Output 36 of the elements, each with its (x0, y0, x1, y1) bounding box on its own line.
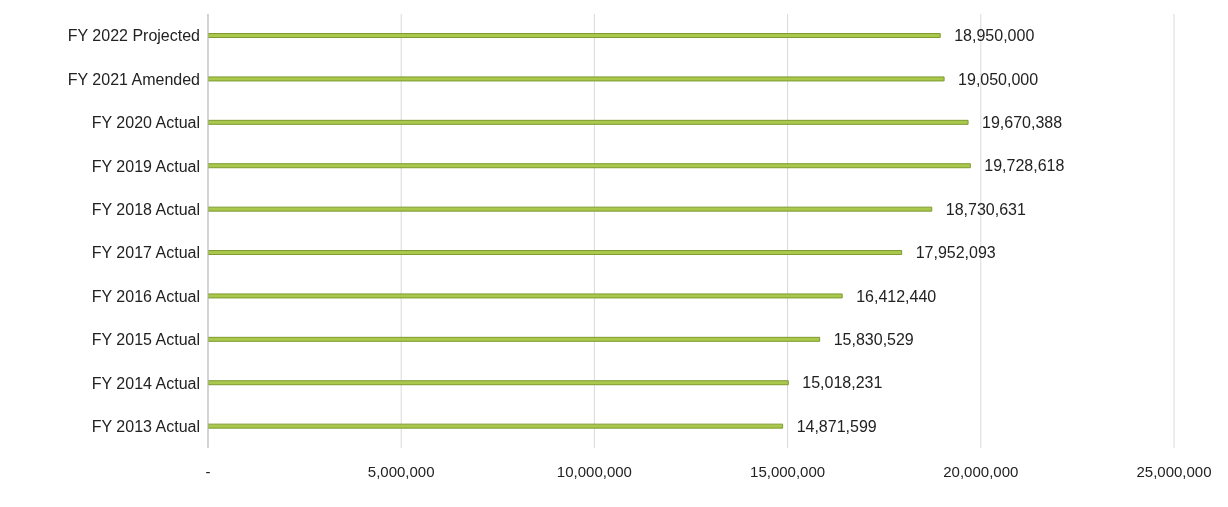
x-tick-label: - (205, 462, 211, 480)
data-label: 18,950,000 (954, 27, 1035, 45)
y-tick-label: FY 2021 Amended (67, 70, 200, 88)
data-label: 14,871,599 (796, 417, 877, 435)
y-tick-label: FY 2016 Actual (91, 287, 200, 305)
data-label: 18,730,631 (945, 200, 1026, 218)
bar (208, 76, 945, 82)
bar (208, 293, 843, 299)
bar (208, 163, 971, 169)
data-label: 16,412,440 (856, 287, 937, 305)
y-tick-label: FY 2013 Actual (91, 417, 200, 435)
data-label: 19,670,388 (982, 114, 1063, 132)
data-label: 19,050,000 (958, 70, 1039, 88)
y-tick-label: FY 2020 Actual (91, 114, 200, 132)
bar (208, 119, 969, 125)
bar (208, 423, 784, 429)
y-tick-label: FY 2017 Actual (91, 244, 200, 262)
y-tick-label: FY 2022 Projected (67, 27, 200, 45)
data-label: 15,830,529 (833, 331, 914, 349)
bar (208, 33, 941, 39)
bar (208, 250, 903, 256)
data-label: 15,018,231 (802, 374, 883, 392)
bar (208, 380, 789, 386)
data-label: 19,728,618 (984, 157, 1065, 175)
bar (208, 206, 933, 212)
data-label: 17,952,093 (915, 244, 996, 262)
y-tick-label: FY 2014 Actual (91, 374, 200, 392)
x-tick-label: 5,000,000 (367, 462, 435, 480)
bar (208, 336, 821, 342)
y-tick-label: FY 2015 Actual (91, 331, 200, 349)
y-tick-label: FY 2019 Actual (91, 157, 200, 175)
x-tick-label: 25,000,000 (1136, 462, 1212, 480)
x-tick-label: 15,000,000 (750, 462, 826, 480)
y-tick-label: FY 2018 Actual (91, 200, 200, 218)
x-tick-label: 10,000,000 (556, 462, 632, 480)
x-tick-label: 20,000,000 (943, 462, 1019, 480)
